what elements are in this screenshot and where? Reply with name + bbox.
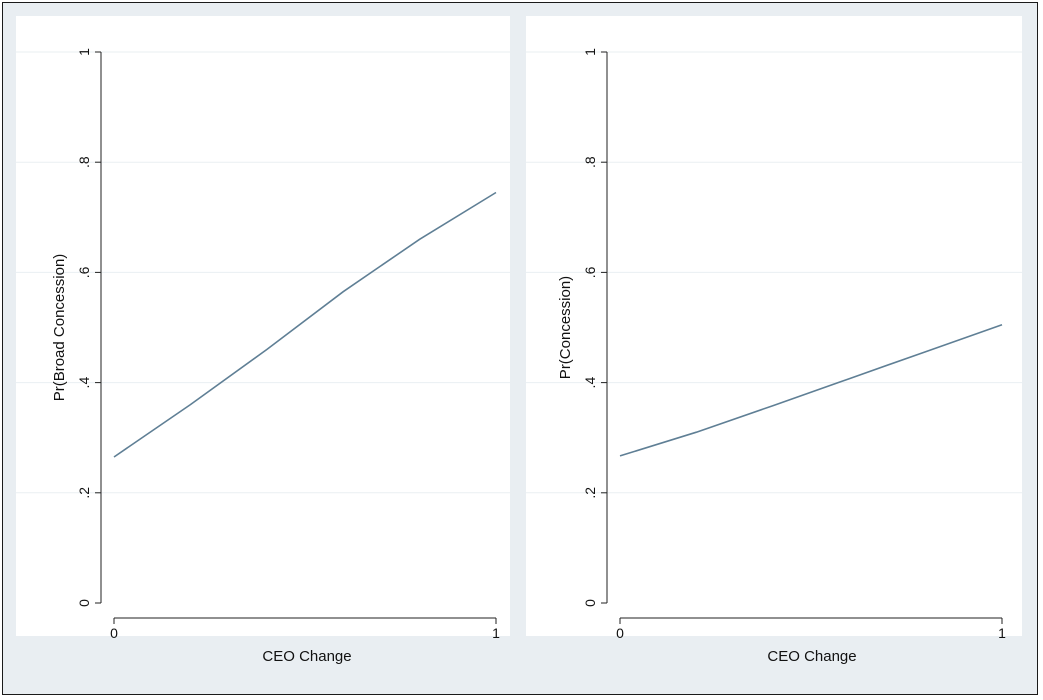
panel-1-y-axis-title: Pr(Broad Concession) (51, 254, 68, 402)
panel-2-data-point (619, 455, 621, 457)
panel-2-y-tick-label: .8 (582, 156, 598, 168)
panel-2-data-point (1001, 324, 1003, 326)
panel-2-x-tick-label: 0 (616, 625, 624, 641)
panel-1-y-tick-label: 1 (76, 48, 92, 56)
panel-2-y-tick-label: .2 (582, 487, 598, 499)
panel-2-y-axis-title: Pr(Concession) (557, 276, 574, 379)
panel-2-plot: 0 .2 .4 .6 .8 1 0 1 Pr(Concession) CEO Change (526, 16, 1022, 665)
panel-1-data-point (266, 349, 268, 351)
panel-1-y-tick-label: .6 (76, 266, 92, 278)
panel-2-data-point (772, 405, 774, 407)
panel-2-data-point (696, 431, 698, 433)
panel-1-data-point (495, 192, 497, 194)
panel-1-series-line (113, 191, 497, 458)
panel-1-x-axis-title: CEO Change (262, 648, 351, 665)
panel-1-y-tick-label: .2 (76, 487, 92, 499)
panel-1-x-tick-label: 1 (492, 625, 500, 641)
panel-2-y-tick-label: .6 (582, 266, 598, 278)
panel-1-y-tick-label: .8 (76, 156, 92, 168)
panel-2-series-line (619, 323, 1003, 457)
panel-1-plot-background (16, 16, 510, 636)
panel-2-y-tick-label: 0 (582, 599, 598, 607)
panel-2-x-axis-title: CEO Change (767, 648, 856, 665)
panel-2-data-point (848, 378, 850, 380)
panel-1-y-tick-label: 0 (76, 599, 92, 607)
panel-2-y-tick-label: 1 (582, 48, 598, 56)
panel-1-y-tick-label: .4 (76, 377, 92, 389)
panel-2-x-tick-label: 1 (998, 625, 1006, 641)
panel-1-data-point (342, 291, 344, 293)
panel-1-x-tick-label: 0 (110, 625, 118, 641)
panel-1-data-point (419, 239, 421, 241)
panel-1-plot: 0 .2 .4 .6 .8 1 0 1 Pr(Broad Concession) CEO Chan… (16, 16, 510, 665)
panel-2-plot-background (526, 16, 1022, 636)
panel-2-y-tick-label: .4 (582, 377, 598, 389)
panel-2-data-point (925, 351, 927, 353)
panel-1-data-point (113, 456, 115, 458)
panel-1-data-point (190, 404, 192, 406)
